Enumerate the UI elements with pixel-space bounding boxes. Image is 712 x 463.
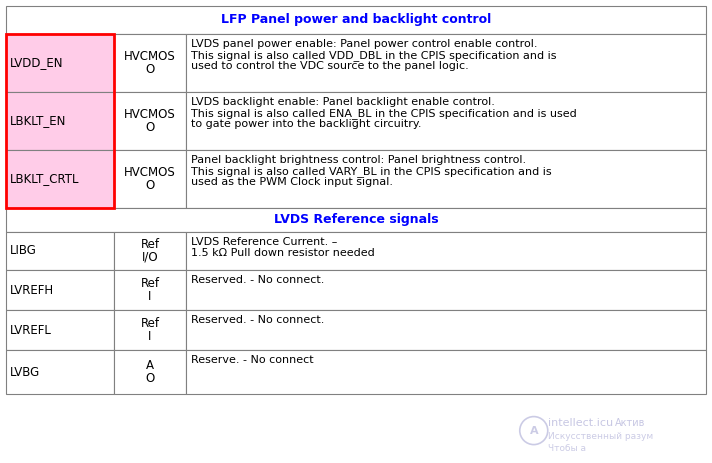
Text: HVCMOS: HVCMOS xyxy=(124,50,176,63)
Text: O: O xyxy=(145,179,155,192)
Text: O: O xyxy=(145,372,155,385)
Text: This signal is also called VARY_BL in the CPIS specification and is: This signal is also called VARY_BL in th… xyxy=(191,166,552,177)
Text: HVCMOS: HVCMOS xyxy=(124,166,176,179)
Text: 1.5 kΩ Pull down resistor needed: 1.5 kΩ Pull down resistor needed xyxy=(191,248,375,258)
Text: This signal is also called ENA_BL in the CPIS specification and is used: This signal is also called ENA_BL in the… xyxy=(191,108,577,119)
Text: Актив: Актив xyxy=(614,418,645,428)
Bar xyxy=(114,270,186,310)
Text: LIBG: LIBG xyxy=(10,244,37,257)
Text: Искусственный разум: Искусственный разум xyxy=(548,432,653,441)
Bar xyxy=(6,34,114,92)
Text: LVREFH: LVREFH xyxy=(10,283,54,296)
Bar xyxy=(6,232,114,270)
Bar xyxy=(186,92,706,150)
Text: HVCMOS: HVCMOS xyxy=(124,108,176,121)
Text: LVDS Reference signals: LVDS Reference signals xyxy=(273,213,439,226)
Bar xyxy=(6,350,114,394)
Text: intellect.icu: intellect.icu xyxy=(548,418,613,428)
Text: LVDD_EN: LVDD_EN xyxy=(10,56,63,69)
Text: LVDS backlight enable: Panel backlight enable control.: LVDS backlight enable: Panel backlight e… xyxy=(191,97,495,107)
Text: Ref: Ref xyxy=(140,238,159,251)
Text: LFP Panel power and backlight control: LFP Panel power and backlight control xyxy=(221,13,491,26)
Bar xyxy=(114,92,186,150)
Bar xyxy=(186,350,706,394)
Bar xyxy=(6,150,114,208)
Bar xyxy=(114,34,186,92)
Text: I: I xyxy=(148,330,152,343)
Text: I/O: I/O xyxy=(142,251,158,264)
Text: This signal is also called VDD_DBL in the CPIS specification and is: This signal is also called VDD_DBL in th… xyxy=(191,50,557,61)
Bar xyxy=(114,150,186,208)
Text: Panel backlight brightness control: Panel brightness control.: Panel backlight brightness control: Pane… xyxy=(191,155,526,165)
Text: O: O xyxy=(145,63,155,76)
Text: Ref: Ref xyxy=(140,317,159,330)
Bar xyxy=(6,270,114,310)
Text: Reserved. - No connect.: Reserved. - No connect. xyxy=(191,275,325,285)
Text: LBKLT_CRTL: LBKLT_CRTL xyxy=(10,173,80,186)
Bar xyxy=(6,208,706,232)
Text: used to control the VDC source to the panel logic.: used to control the VDC source to the pa… xyxy=(191,62,468,71)
Bar xyxy=(186,232,706,270)
Bar xyxy=(114,350,186,394)
Text: O: O xyxy=(145,121,155,134)
Text: LVBG: LVBG xyxy=(10,365,41,378)
Text: A: A xyxy=(530,425,538,436)
Bar xyxy=(6,310,114,350)
Text: Ref: Ref xyxy=(140,277,159,290)
Bar xyxy=(114,310,186,350)
Text: Reserved. - No connect.: Reserved. - No connect. xyxy=(191,315,325,325)
Bar xyxy=(186,310,706,350)
Text: LVDS panel power enable: Panel power control enable control.: LVDS panel power enable: Panel power con… xyxy=(191,39,538,49)
Bar xyxy=(186,150,706,208)
Text: A: A xyxy=(146,359,154,372)
Text: I: I xyxy=(148,290,152,303)
Bar xyxy=(6,92,114,150)
Bar xyxy=(6,34,114,208)
Bar xyxy=(186,34,706,92)
Text: Чтобы а: Чтобы а xyxy=(548,444,586,453)
Bar xyxy=(186,270,706,310)
Text: Reserve. - No connect: Reserve. - No connect xyxy=(191,355,313,365)
Bar xyxy=(6,6,706,34)
Text: LBKLT_EN: LBKLT_EN xyxy=(10,114,66,127)
Text: LVREFL: LVREFL xyxy=(10,324,52,337)
Text: LVDS Reference Current. –: LVDS Reference Current. – xyxy=(191,237,337,247)
Text: to gate power into the backlight circuitry.: to gate power into the backlight circuit… xyxy=(191,119,422,129)
Text: used as the PWM Clock input signal.: used as the PWM Clock input signal. xyxy=(191,177,393,188)
Bar xyxy=(114,232,186,270)
